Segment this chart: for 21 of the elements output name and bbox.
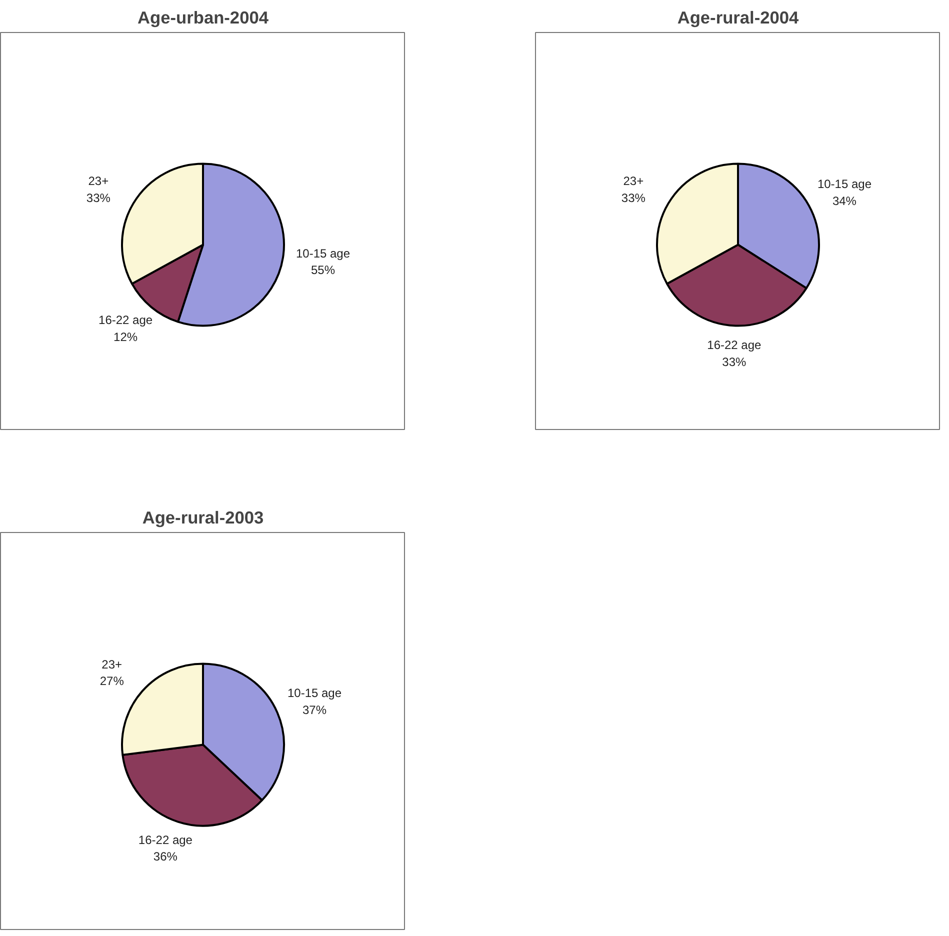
slice-label: 16-22 age [707,338,762,352]
data-label: 33% [722,354,747,369]
data-label: 36% [153,850,178,864]
slice-label: 23+ [623,174,644,188]
slice-label: 16-22 age [138,832,193,847]
slice-label: 10-15 age [287,686,342,700]
slice-label: 23+ [88,174,109,188]
data-label: 12% [114,330,138,344]
data-label: 55% [310,263,336,278]
data-label: 33% [621,190,646,205]
data-label: 34% [832,194,857,208]
slice-label: 23+ [102,657,122,672]
data-label: 33% [86,190,111,205]
chart-title: Age-rural-2004 [677,8,800,28]
slice-label: 10-15 age [817,176,872,191]
slice-label: 10-15 age [296,246,350,260]
slice-label: 16-22 age [98,313,153,328]
data-label: 37% [302,702,327,717]
chart-title: Age-rural-2003 [142,508,264,528]
data-label: 27% [100,674,124,688]
chart-title: Age-urban-2004 [138,8,269,28]
